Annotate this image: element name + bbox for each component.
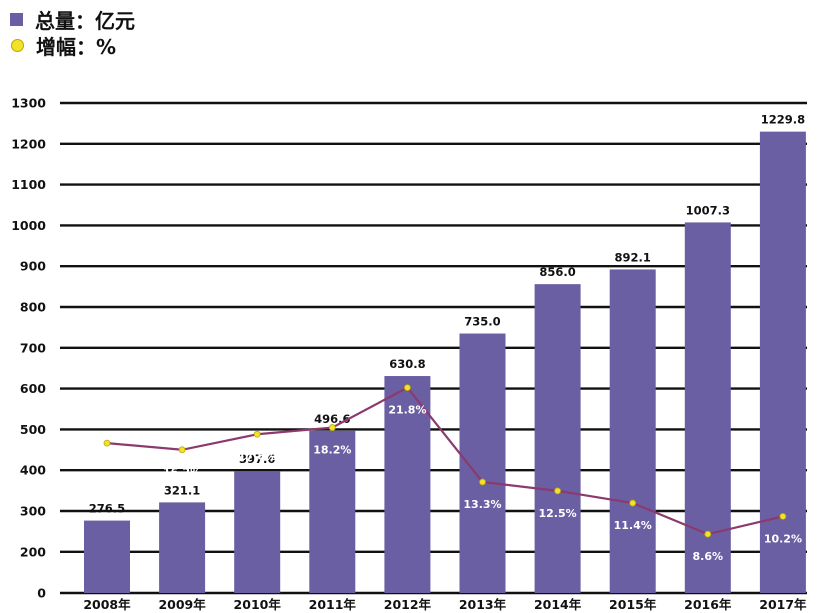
bar-value-labels: 276.5 321.1 397.6 496.6 630.8 735.0 856.0 892.1… [89, 113, 805, 516]
y-tick-label: 1200 [11, 136, 46, 151]
bar-value-label: 321.1 [164, 483, 200, 497]
bar-value-label: 276.5 [89, 502, 125, 516]
y-tick-label: 1000 [11, 218, 46, 233]
x-tick-label: 2009年 [158, 597, 206, 612]
y-tick-label: 1300 [11, 96, 46, 111]
x-tick-label: 2016年 [684, 597, 732, 612]
growth-value-label: 16.2% [163, 466, 201, 479]
y-tick-label: 300 [20, 504, 46, 519]
growth-point [779, 512, 787, 520]
x-tick-label: 2013年 [459, 597, 507, 612]
growth-line: 16.8% 16.2% 17.6% 18.2% 21.8% 13.3% 12.5% 11.4%… [88, 384, 802, 563]
y-tick-label: 200 [20, 544, 46, 559]
y-tick-label: 500 [20, 422, 46, 437]
y-tick-label: 0 [37, 586, 46, 601]
growth-point [479, 478, 486, 486]
growth-value-label: 10.2% [764, 532, 802, 545]
growth-value-label: 16.8% [88, 459, 126, 472]
x-tick-label: 2008年 [83, 597, 131, 612]
x-tick-label: 2010年 [234, 597, 282, 612]
y-tick-label: 600 [20, 381, 46, 396]
y-tick-label: 700 [20, 340, 46, 355]
y-tick-label: 400 [20, 463, 46, 478]
bar-value-label: 397.6 [239, 452, 275, 466]
legend-label-growth: 增幅：% [36, 34, 117, 59]
y-tick-label: 800 [20, 300, 46, 315]
bar [309, 430, 356, 593]
bar-value-label: 892.1 [615, 250, 651, 264]
growth-point [403, 384, 411, 392]
growth-point [554, 487, 561, 495]
growth-point [704, 530, 712, 538]
growth-point [328, 424, 336, 431]
growth-value-label: 11.4% [614, 519, 652, 532]
x-tick-label: 2017年 [759, 597, 807, 612]
growth-value-label: 13.3% [463, 498, 501, 511]
x-tick-label: 2014年 [534, 597, 582, 612]
growth-value-label: 18.2% [313, 444, 351, 457]
point-swatch-icon [11, 38, 24, 52]
y-axis: 0 200 300 400 500 600 700 800 900 1000 1100 1200 130… [11, 96, 46, 601]
legend-label-total: 总量：亿元 [35, 8, 135, 33]
growth-polyline [106, 386, 784, 536]
growth-point [253, 430, 261, 438]
y-tick-label: 1100 [11, 177, 46, 192]
legend-item-total: 总量：亿元 [10, 6, 135, 33]
bar [234, 471, 281, 593]
bar-value-label: 496.6 [314, 412, 350, 426]
bar [534, 284, 581, 593]
bar [759, 131, 806, 593]
growth-point [629, 499, 637, 507]
bar-value-label: 630.8 [389, 357, 425, 371]
legend-item-growth: 增幅：% [10, 32, 135, 59]
bar [609, 269, 656, 593]
legend: 总量：亿元 增幅：% [10, 6, 135, 59]
bars [84, 131, 806, 593]
bar-value-label: 856.0 [539, 265, 575, 279]
x-tick-label: 2012年 [384, 597, 432, 612]
growth-point [103, 439, 111, 447]
bar-value-label: 735.0 [464, 315, 500, 329]
x-tick-label: 2015年 [609, 597, 657, 612]
growth-value-label: 21.8% [388, 404, 426, 417]
bar [159, 502, 206, 593]
x-axis: 2008年 2009年 2010年 2011年 2012年 2013年 2014年 2015年… [83, 597, 807, 612]
bar-value-label: 1229.8 [761, 113, 805, 127]
growth-point [178, 446, 186, 454]
bar [384, 376, 431, 593]
y-tick-label: 900 [20, 259, 46, 274]
growth-value-label: 8.6% [693, 550, 724, 563]
x-tick-label: 2011年 [309, 597, 357, 612]
bar-swatch-icon [10, 12, 23, 26]
bar [84, 520, 130, 593]
bar-value-label: 1007.3 [686, 203, 730, 217]
growth-value-label: 17.6% [238, 450, 276, 463]
growth-value-label: 12.5% [539, 507, 577, 520]
